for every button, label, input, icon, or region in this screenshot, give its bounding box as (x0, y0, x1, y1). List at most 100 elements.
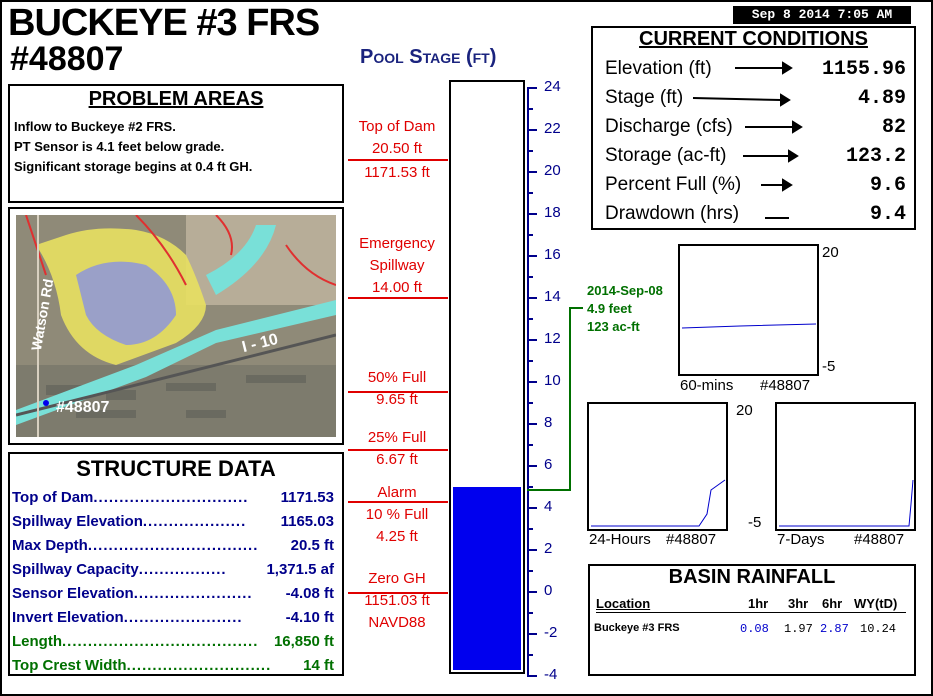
structure-row: Sensor Elevation....................... -… (12, 585, 334, 602)
emergency-spillway-line (348, 297, 448, 299)
cc-value-storage: 123.2 (845, 145, 906, 168)
top-of-dam-elev: 1171.53 ft (364, 164, 430, 181)
rain-col-3hr: 3hr (788, 596, 809, 611)
structure-row: Spillway Capacity................. 1,371.… (12, 561, 334, 578)
problem-areas-panel: PROBLEM AREAS Inflow to Buckeye #2 FRS. … (8, 84, 344, 203)
chart-24-id: #48807 (666, 531, 717, 548)
top-of-dam-line (348, 159, 448, 161)
stage-tick (527, 171, 537, 173)
structure-row: Max Depth...............................… (12, 537, 334, 554)
site-marker-icon (43, 400, 49, 406)
chart-60-mins[interactable] (678, 244, 819, 376)
stage-tick (527, 570, 533, 572)
twentyfive-pct-line (348, 449, 448, 451)
chart-60-ymin: -5 (822, 358, 836, 375)
stage-tick (527, 486, 533, 488)
stage-tick (527, 276, 533, 278)
chart-24-ymin: -5 (748, 514, 762, 531)
stage-tick (527, 402, 533, 404)
chart-60-mins-plot (681, 323, 817, 329)
stage-tick (527, 612, 533, 614)
stage-tick-label: 14 (544, 288, 561, 305)
stage-tick (527, 507, 537, 509)
stage-tick (527, 87, 537, 89)
rain-col-1hr: 1hr (748, 596, 769, 611)
stage-tick (527, 234, 533, 236)
site-map-panel[interactable]: Watson Rd I - 10 #48807 (8, 207, 344, 445)
structure-data-panel: STRUCTURE DATA Top of Dam...............… (8, 452, 344, 676)
stage-tick (527, 633, 537, 635)
stage-tick (527, 381, 537, 383)
stage-tick (527, 423, 537, 425)
stage-tick-label: 24 (544, 78, 561, 95)
top-of-dam-label: Top of Dam 20.50 ft (358, 118, 436, 157)
reading-connector-vertical (569, 307, 571, 491)
cc-value-percent-full: 9.6 (869, 174, 906, 197)
cc-value-discharge: 82 (881, 116, 906, 139)
site-map (15, 214, 337, 437)
stage-tick-label: 18 (544, 204, 561, 221)
stage-tick (527, 465, 537, 467)
stage-tick-label: 2 (544, 540, 553, 557)
basin-rainfall-panel: BASIN RAINFALL Location 1hr 3hr 6hr WY(t… (588, 564, 916, 676)
stage-tick-label: 16 (544, 246, 561, 263)
stage-tick-label: -4 (544, 666, 558, 683)
stage-tick-label: 22 (544, 120, 561, 137)
stage-tick (527, 591, 537, 593)
stage-fill (453, 487, 521, 670)
cc-label-drawdown: Drawdown (hrs) (605, 203, 740, 224)
stage-tick (527, 528, 533, 530)
chart-24-ymax: 20 (736, 402, 753, 419)
chart-24-hours-plot (591, 479, 726, 527)
cc-label-discharge: Discharge (cfs) (605, 116, 733, 137)
cc-value-stage: 4.89 (857, 87, 906, 110)
rain-wy: 10.24 (860, 622, 897, 636)
cc-arrows (692, 61, 803, 219)
stage-tick (527, 675, 537, 677)
stage-tick (527, 339, 537, 341)
stage-tick-label: 0 (544, 582, 553, 599)
pool-stage-title: Pool Stage (ft) (360, 46, 497, 68)
rain-col-location: Location (596, 596, 651, 611)
page-title: BUCKEYE #3 FRS (8, 2, 320, 44)
structure-row: Top of Dam..............................… (12, 489, 334, 506)
alarm-line (348, 501, 448, 503)
chart-7-days[interactable] (775, 402, 916, 531)
chart-60-ymax: 20 (822, 244, 839, 261)
zero-gh-line (348, 592, 448, 594)
current-reading: 2014-Sep-08 4.9 feet 123 ac-ft (587, 283, 663, 334)
stage-tick (527, 108, 533, 110)
structure-row: Invert Elevation....................... -… (12, 609, 334, 626)
chart-60-label: 60-mins (680, 377, 734, 394)
stage-tick (527, 654, 533, 656)
chart-24-hours[interactable] (587, 402, 728, 531)
cc-label-storage: Storage (ac-ft) (605, 145, 727, 166)
chart-7-id: #48807 (854, 531, 905, 548)
structure-row: Length..................................… (12, 633, 334, 650)
twentyfive-pct-label: 25% Full 6.67 ft (367, 429, 427, 468)
stage-tick (527, 255, 537, 257)
timestamp: Sep 8 2014 7:05 AM (733, 6, 911, 24)
fifty-pct-line (348, 391, 448, 393)
rain-3hr: 1.97 (784, 622, 813, 636)
stage-tick (527, 444, 533, 446)
stage-tick-label: 8 (544, 414, 553, 431)
stage-tick (527, 297, 537, 299)
cc-value-elevation: 1155.96 (821, 58, 906, 81)
site-id: #48807 (10, 40, 124, 78)
stage-tick-label: 20 (544, 162, 561, 179)
chart-7-label: 7-Days (777, 531, 825, 548)
stage-tick (527, 129, 537, 131)
stage-tick-label: 6 (544, 456, 553, 473)
rain-header-rule (596, 612, 906, 613)
fifty-pct-label: 50% Full 9.65 ft (367, 369, 427, 408)
stage-tick-label: 10 (544, 372, 561, 389)
stage-tick (527, 549, 537, 551)
stage-tick (527, 192, 533, 194)
cc-label-elevation: Elevation (ft) (605, 58, 712, 79)
problem-line: Significant storage begins at 0.4 ft GH. (14, 159, 253, 174)
zero-gh-label: Zero GH 1151.03 ft NAVD88 (364, 570, 430, 631)
cc-label-percent-full: Percent Full (%) (605, 174, 742, 195)
rain-location: Buckeye #3 FRS (594, 622, 680, 634)
current-conditions-panel: CURRENT CONDITIONS Elevation (ft) 1155.9… (591, 26, 916, 230)
